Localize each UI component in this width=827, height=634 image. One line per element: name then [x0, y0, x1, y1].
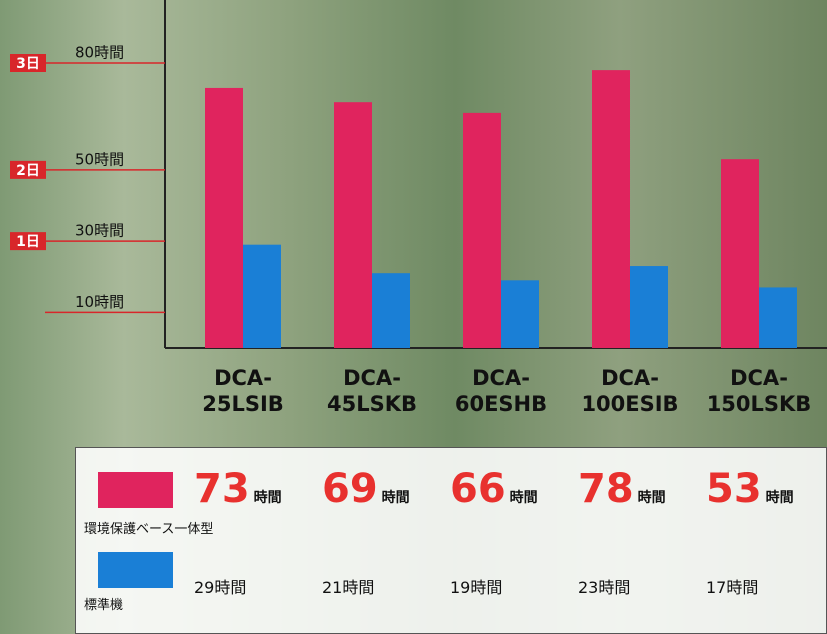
value-cell: 23時間 — [578, 574, 703, 598]
bar — [463, 113, 501, 348]
value-label: 17 — [706, 578, 726, 597]
day-marker: 2日 — [16, 163, 40, 179]
page: 10時間 30時間 50時間 80時間 1日 2日 3日 DCA-25LSIB DCA-45L… — [0, 0, 827, 634]
value-label: 19 — [450, 578, 470, 597]
legend-swatch — [98, 472, 173, 508]
y-tick-label: 80時間 — [75, 44, 124, 62]
value-label: 29 — [194, 578, 214, 597]
y-tick-label: 50時間 — [75, 150, 124, 168]
unit-label: 時間 — [510, 490, 538, 506]
day-marker: 3日 — [16, 56, 40, 72]
bar — [630, 266, 668, 348]
value-label: 23 — [578, 578, 598, 597]
bar — [592, 70, 630, 348]
day-marker: 1日 — [16, 234, 40, 250]
value-label: 21 — [322, 578, 342, 597]
unit-label: 時間 — [214, 578, 246, 597]
unit-label: 時間 — [726, 578, 758, 597]
bar — [372, 273, 410, 348]
unit-label: 時間 — [598, 578, 630, 597]
bar — [501, 280, 539, 348]
x-tick-label: DCA-60ESHB — [446, 365, 556, 417]
value-cell: 21時間 — [322, 574, 447, 598]
value-cell: 17時間 — [706, 574, 827, 598]
unit-label: 時間 — [470, 578, 502, 597]
bar — [243, 245, 281, 348]
bar — [721, 159, 759, 348]
unit-label: 時間 — [342, 578, 374, 597]
unit-label: 時間 — [254, 490, 282, 506]
unit-label: 時間 — [638, 490, 666, 506]
value-label: 53 — [706, 466, 762, 512]
legend-label: 標準機 — [84, 594, 123, 613]
y-tick-label: 30時間 — [75, 222, 124, 240]
x-tick-label: DCA-150LSKB — [704, 365, 814, 417]
x-tick-label: DCA-25LSIB — [188, 365, 298, 417]
x-tick-label: DCA-45LSKB — [317, 365, 427, 417]
value-cell: 19時間 — [450, 574, 575, 598]
value-label: 78 — [578, 466, 634, 512]
value-label: 69 — [322, 466, 378, 512]
value-cell: 29時間 — [194, 574, 319, 598]
value-label: 66 — [450, 466, 506, 512]
bar — [334, 102, 372, 348]
x-tick-label: DCA-100ESIB — [575, 365, 685, 417]
legend-swatch — [98, 552, 173, 588]
value-label: 73 — [194, 466, 250, 512]
y-tick-label: 10時間 — [75, 293, 124, 311]
bar — [759, 287, 797, 348]
unit-label: 時間 — [382, 490, 410, 506]
unit-label: 時間 — [766, 490, 794, 506]
legend-label: 環境保護ベース一体型 — [84, 518, 213, 537]
bar — [205, 88, 243, 348]
